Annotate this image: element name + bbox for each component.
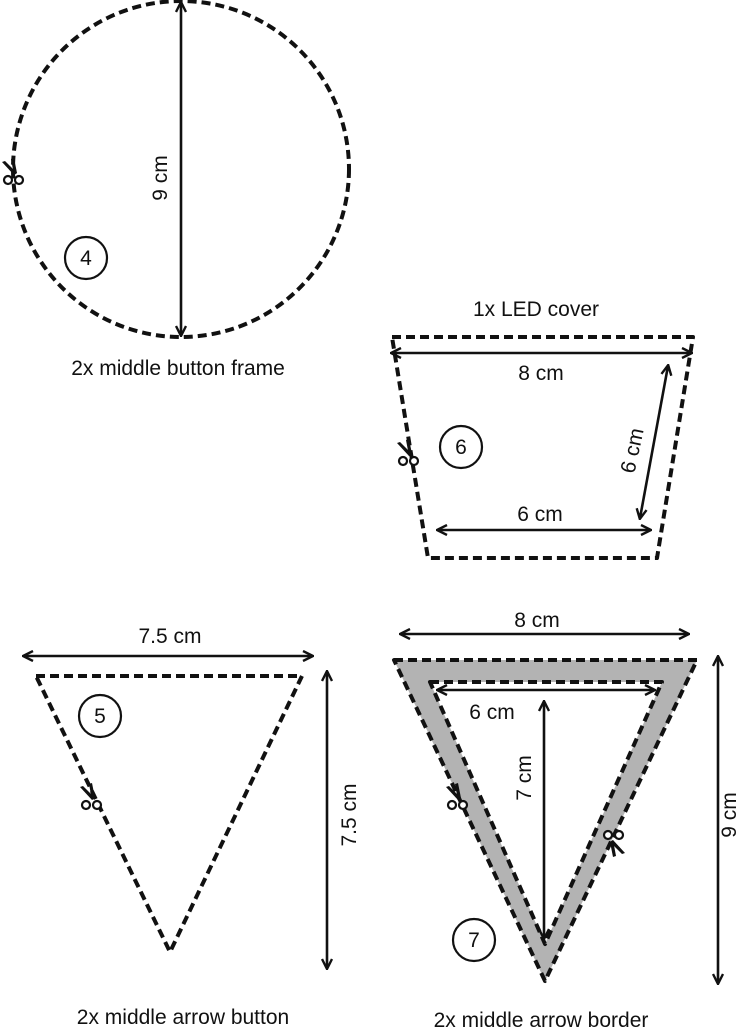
side-length-arrow bbox=[640, 366, 668, 518]
piece-caption: 1x LED cover bbox=[473, 298, 599, 321]
piece-caption: 2x middle arrow border bbox=[434, 1009, 649, 1032]
piece-7-arrow-border: 8 cm 6 cm 7 cm 9 cm 7 2x middle arrow bo… bbox=[392, 609, 741, 1032]
scissors-icon bbox=[395, 437, 420, 467]
piece-caption: 2x middle button frame bbox=[71, 357, 285, 380]
piece-5-arrow-button: 7.5 cm 7.5 cm 5 2x middle arrow button bbox=[24, 625, 361, 1029]
top-width-label: 8 cm bbox=[518, 362, 564, 385]
piece-number-badge: 5 bbox=[77, 693, 123, 739]
outer-cut-outline bbox=[392, 658, 699, 983]
bottom-width-label: 6 cm bbox=[517, 503, 563, 526]
trapezoid-cut-outline bbox=[390, 335, 695, 560]
height-label: 9 cm bbox=[149, 155, 172, 201]
side-length-label: 6 cm bbox=[617, 426, 649, 475]
piece-number-badge: 7 bbox=[451, 917, 497, 963]
piece-4-button-frame: 9 cm 4 2x middle button frame bbox=[0, 0, 351, 380]
height-label: 7.5 cm bbox=[338, 783, 361, 846]
scissors-icon bbox=[0, 156, 25, 186]
grey-border-band bbox=[394, 660, 697, 981]
width-label: 7.5 cm bbox=[138, 625, 201, 648]
outer-height-label: 9 cm bbox=[718, 792, 741, 838]
piece-number: 5 bbox=[94, 705, 106, 728]
piece-number: 6 bbox=[455, 436, 467, 459]
piece-number-badge: 6 bbox=[438, 424, 484, 470]
inner-width-label: 6 cm bbox=[469, 701, 515, 724]
triangle-cut-outline bbox=[34, 674, 304, 954]
outer-width-label: 8 cm bbox=[514, 609, 560, 632]
piece-number: 7 bbox=[468, 929, 480, 952]
piece-6-led-cover: 1x LED cover 8 cm 6 cm 6 cm 6 bbox=[390, 298, 695, 560]
scissors-icon bbox=[78, 781, 103, 811]
piece-number-badge: 4 bbox=[63, 235, 109, 281]
inner-height-label: 7 cm bbox=[513, 755, 536, 801]
inner-cut-outline bbox=[428, 680, 664, 946]
piece-caption: 2x middle arrow button bbox=[77, 1006, 289, 1029]
piece-number: 4 bbox=[80, 247, 92, 270]
